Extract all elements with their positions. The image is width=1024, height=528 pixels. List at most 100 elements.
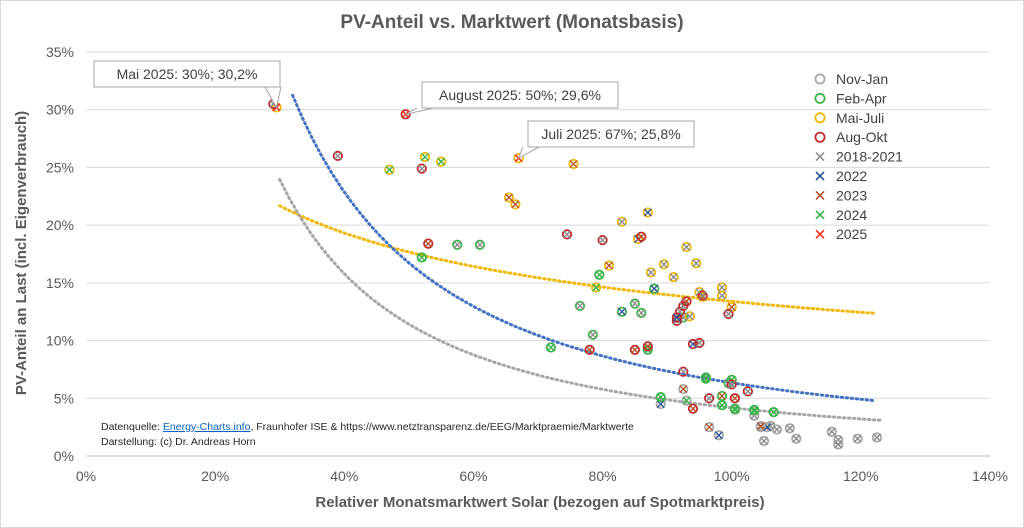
y-tick-label: 0% bbox=[54, 448, 74, 464]
data-point bbox=[419, 151, 431, 163]
season-marker bbox=[691, 258, 702, 269]
data-point bbox=[771, 424, 783, 435]
source-note: Datenquelle: Energy-Charts.info, Fraunho… bbox=[101, 421, 634, 448]
data-point bbox=[716, 400, 728, 411]
gridlines bbox=[86, 51, 990, 457]
year-marker bbox=[656, 399, 665, 409]
y-tick-label: 15% bbox=[46, 275, 74, 291]
year-marker bbox=[646, 268, 656, 277]
callout: Mai 2025: 30%; 30,2% bbox=[93, 60, 282, 109]
data-point bbox=[671, 312, 682, 323]
data-point bbox=[510, 199, 521, 210]
legend-item: 2025 bbox=[815, 226, 867, 242]
x-tick-label: 40% bbox=[330, 468, 358, 484]
season-marker bbox=[568, 158, 579, 170]
legend-label: Aug-Okt bbox=[836, 129, 887, 145]
legend-label: Feb-Apr bbox=[836, 90, 887, 106]
data-point bbox=[691, 258, 702, 269]
season-marker bbox=[768, 407, 779, 418]
season-marker bbox=[645, 267, 657, 278]
season-marker bbox=[616, 216, 628, 227]
data-point bbox=[591, 282, 602, 293]
data-point bbox=[729, 393, 741, 404]
x-tick-label: 60% bbox=[459, 468, 487, 484]
season-marker bbox=[513, 153, 524, 164]
y-tick-label: 20% bbox=[46, 217, 74, 233]
data-point bbox=[684, 311, 695, 322]
x-tick-label: 20% bbox=[201, 468, 229, 484]
season-marker bbox=[852, 433, 863, 444]
data-point bbox=[594, 269, 605, 280]
season-marker bbox=[423, 238, 434, 249]
data-point bbox=[758, 435, 770, 447]
season-marker bbox=[452, 239, 463, 250]
legend-item: Mai-Juli bbox=[814, 110, 884, 126]
season-marker bbox=[681, 296, 692, 307]
season-marker bbox=[687, 338, 699, 350]
year-marker bbox=[705, 423, 714, 432]
year-marker bbox=[424, 239, 433, 248]
legend-marker bbox=[814, 92, 826, 104]
data-point bbox=[749, 404, 760, 415]
year-marker bbox=[630, 299, 639, 308]
callout-label: Juli 2025: 67%; 25,8% bbox=[541, 126, 680, 142]
data-point bbox=[642, 207, 653, 218]
season-marker bbox=[826, 426, 837, 437]
data-point bbox=[678, 383, 689, 395]
year-marker bbox=[546, 343, 556, 352]
data-point bbox=[826, 426, 837, 437]
x-tick-label: 0% bbox=[76, 468, 96, 484]
legend-item: 2018-2021 bbox=[815, 149, 903, 165]
data-point bbox=[871, 432, 883, 443]
season-marker bbox=[694, 337, 705, 348]
data-point bbox=[645, 267, 657, 278]
season-marker bbox=[419, 151, 431, 163]
callout-box bbox=[421, 81, 619, 109]
season-marker bbox=[833, 439, 844, 450]
data-point bbox=[384, 164, 395, 175]
season-marker bbox=[671, 312, 682, 323]
legend-label: 2022 bbox=[836, 168, 867, 184]
data-point bbox=[574, 300, 586, 312]
year-marker bbox=[730, 404, 740, 413]
legend-label: 2018-2021 bbox=[836, 149, 903, 165]
source-link[interactable]: Energy-Charts.info bbox=[163, 421, 251, 433]
legend-marker bbox=[815, 152, 825, 162]
season-marker bbox=[561, 229, 573, 240]
season-marker bbox=[758, 435, 770, 447]
year-marker bbox=[475, 240, 484, 249]
season-marker bbox=[332, 150, 343, 161]
legend-item: 2022 bbox=[815, 168, 867, 184]
year-marker bbox=[643, 208, 652, 217]
year-marker bbox=[872, 433, 882, 442]
legend-label: 2023 bbox=[836, 187, 867, 203]
callout-box bbox=[93, 60, 281, 88]
year-marker bbox=[705, 394, 714, 403]
data-point bbox=[833, 439, 844, 450]
chart-title: PV-Anteil vs. Marktwert (Monatsbasis) bbox=[340, 12, 683, 33]
year-marker bbox=[575, 301, 585, 311]
year-marker bbox=[685, 312, 694, 321]
legend-label: Nov-Jan bbox=[836, 71, 888, 87]
y-tick-label: 35% bbox=[46, 44, 74, 60]
y-tick-label: 25% bbox=[46, 159, 74, 175]
year-marker bbox=[853, 434, 862, 443]
callouts: Mai 2025: 30%; 30,2% August 2025: 50%; 29… bbox=[93, 60, 695, 160]
year-marker bbox=[727, 380, 736, 389]
callout: Juli 2025: 67%; 25,8% bbox=[517, 120, 695, 160]
data-point bbox=[452, 239, 463, 250]
data-point bbox=[616, 216, 628, 227]
year-marker bbox=[717, 283, 727, 292]
season-marker bbox=[510, 199, 521, 210]
year-marker bbox=[682, 396, 691, 405]
y-tick-label: 10% bbox=[46, 333, 74, 349]
year-marker bbox=[792, 434, 801, 443]
legend-marker bbox=[815, 171, 825, 181]
callout-pointer bbox=[264, 86, 282, 109]
data-point bbox=[678, 366, 689, 377]
y-tick-label: 30% bbox=[46, 102, 74, 118]
year-marker bbox=[759, 436, 769, 446]
data-point bbox=[636, 307, 647, 318]
year-marker bbox=[672, 313, 681, 322]
callout-label: August 2025: 50%; 29,6% bbox=[439, 87, 601, 103]
